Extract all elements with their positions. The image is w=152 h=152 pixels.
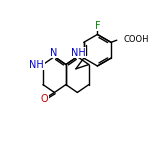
Text: COOH: COOH [123,35,149,44]
Text: O: O [41,94,48,104]
Text: NH: NH [71,48,85,58]
Text: N: N [50,48,57,58]
Text: F: F [95,21,100,31]
Text: NH: NH [29,60,44,70]
